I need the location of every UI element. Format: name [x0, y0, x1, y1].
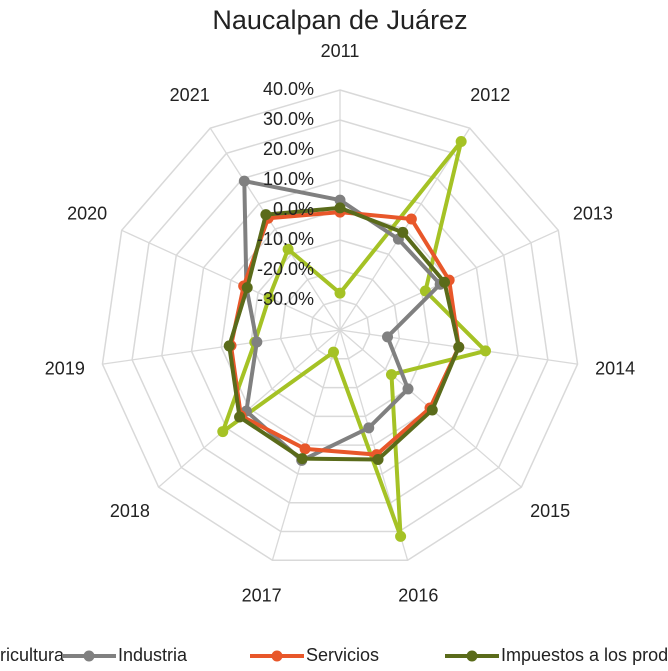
series-point: [455, 135, 467, 147]
category-label: 2013: [573, 203, 613, 223]
series-point: [241, 282, 253, 294]
grid-ring: [161, 149, 519, 504]
series-point: [363, 422, 375, 434]
category-label: 2011: [321, 41, 360, 61]
grid-ring: [131, 119, 549, 533]
series-point: [426, 404, 438, 416]
category-label: 2020: [67, 203, 107, 223]
grid-ring: [279, 269, 401, 389]
y-tick-label: 40.0%: [263, 79, 314, 99]
category-label: 2012: [470, 85, 510, 105]
series-point: [282, 243, 294, 255]
series-point: [385, 369, 397, 381]
series-point: [402, 383, 414, 395]
series-point: [334, 194, 346, 206]
legend-label: Industria: [118, 645, 188, 665]
series-point: [299, 443, 311, 455]
series-point: [439, 276, 451, 288]
series-line: [220, 139, 488, 539]
grid: [101, 89, 579, 562]
grid-ring: [190, 179, 490, 475]
legend-marker: [271, 650, 283, 662]
series-point: [453, 341, 465, 353]
category-label: 2018: [110, 501, 150, 521]
y-tick-label: 10.0%: [263, 169, 314, 189]
chart-title: Naucalpan de Juárez: [212, 5, 467, 35]
series-point: [480, 345, 492, 357]
series-layer: [217, 135, 492, 542]
y-tick-label: -30.0%: [257, 289, 314, 309]
legend-marker: [83, 650, 95, 662]
series-point: [405, 213, 417, 225]
series-point: [397, 226, 409, 238]
category-label: 2017: [242, 585, 282, 605]
grid-ring: [250, 239, 430, 418]
series-line: [229, 210, 461, 457]
category-label: 2016: [398, 585, 438, 605]
series-point: [334, 202, 346, 214]
category-label: 2014: [595, 358, 635, 378]
series-point: [260, 209, 272, 221]
y-tick-label: 0.0%: [273, 199, 314, 219]
category-label: 2019: [45, 358, 85, 378]
series-point: [372, 454, 384, 466]
series-point: [234, 411, 246, 423]
series-point: [263, 292, 275, 304]
series-point: [223, 340, 235, 352]
category-label: 2015: [530, 501, 570, 521]
series-line: [242, 179, 443, 463]
series-point: [327, 346, 339, 358]
y-tick-label: -10.0%: [257, 229, 314, 249]
series-point: [238, 175, 250, 187]
grid-ring: [101, 89, 579, 562]
series-point: [217, 426, 229, 438]
series-line: [227, 205, 461, 462]
grid-ring: [309, 299, 371, 360]
y-tick-label: 30.0%: [263, 109, 314, 129]
y-tick-label: 20.0%: [263, 139, 314, 159]
category-label: 2021: [170, 85, 210, 105]
legend-label: Impuestos a los productos netos: [501, 645, 668, 665]
legend-marker: [466, 650, 478, 662]
series-point: [395, 530, 407, 542]
series-point: [334, 287, 346, 299]
series-point: [251, 336, 263, 348]
y-tick-label: -20.0%: [257, 259, 314, 279]
legend-label: Servicios: [306, 645, 379, 665]
series-point: [382, 331, 394, 343]
series-point: [296, 453, 308, 465]
legend-label: Agricultura: [0, 645, 65, 665]
